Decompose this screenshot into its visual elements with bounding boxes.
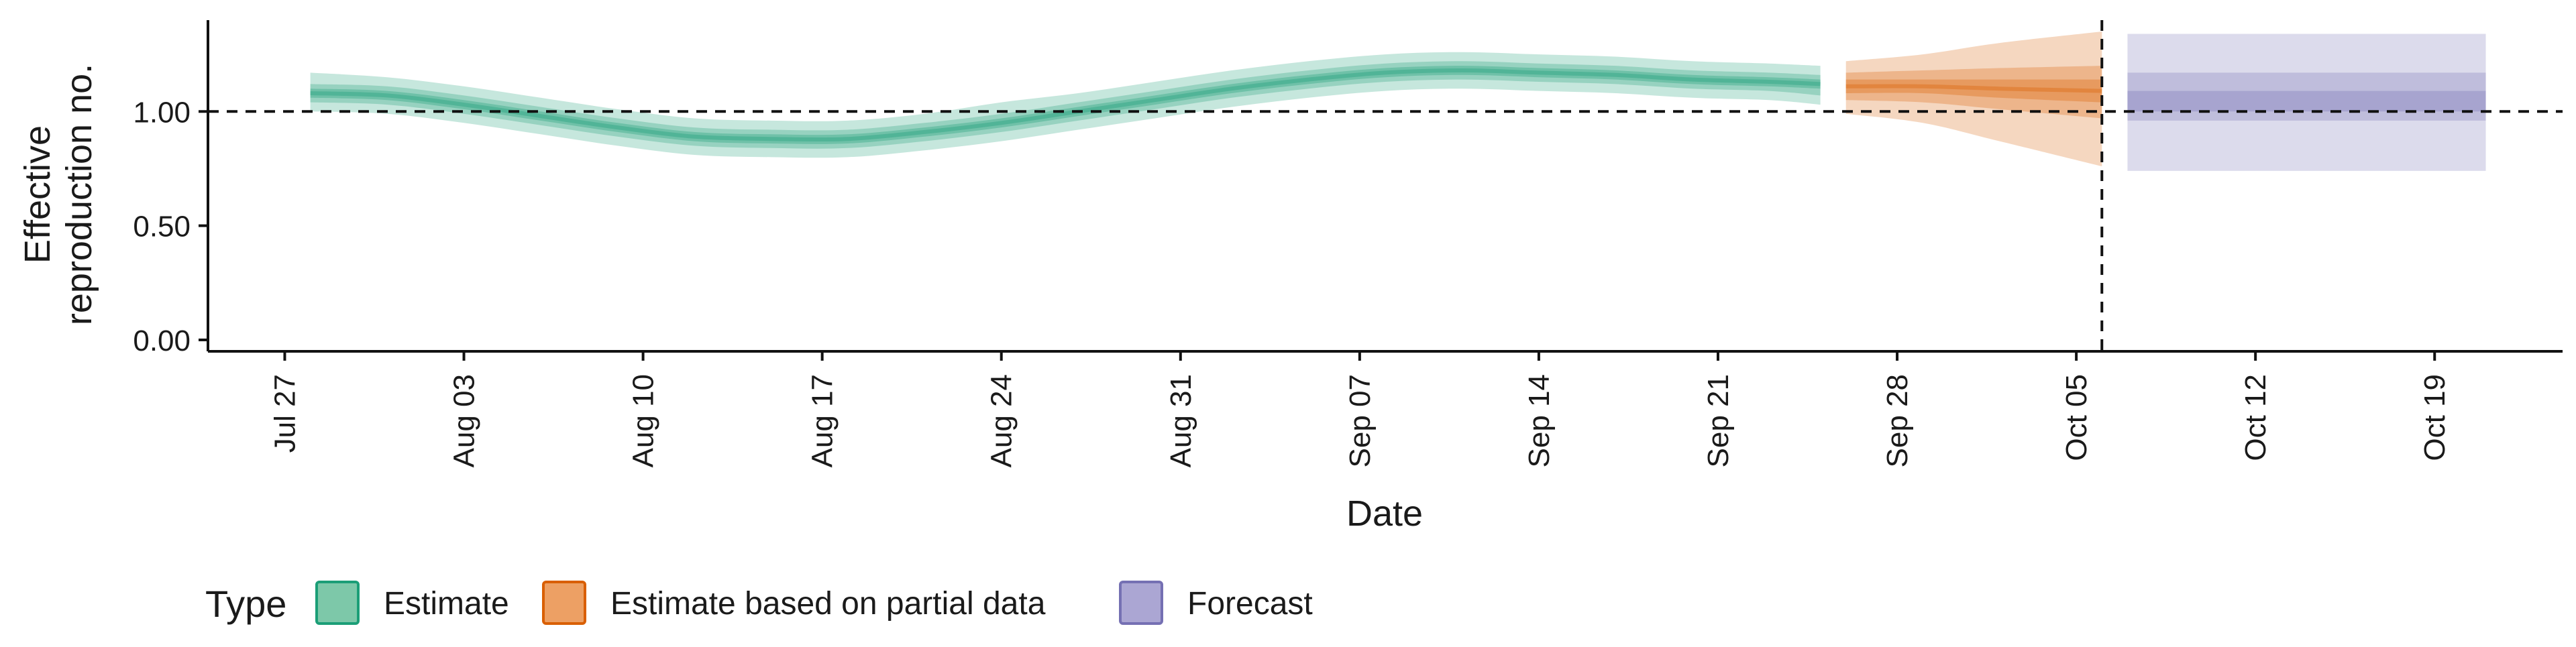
x-tick-label: Sep 21 bbox=[1702, 374, 1735, 467]
x-tick-label: Aug 03 bbox=[448, 374, 481, 467]
x-tick-label: Sep 07 bbox=[1344, 374, 1377, 467]
x-tick-label: Oct 12 bbox=[2239, 374, 2272, 461]
axes-layer: 0.00 0.50 1.00 Jul 27 Aug 03 Aug 10 Aug 17 Aug … bbox=[133, 20, 2563, 467]
forecast-band-50 bbox=[2127, 72, 2486, 121]
legend-label-estimate: Estimate bbox=[384, 586, 509, 622]
reference-line-layer bbox=[208, 20, 2563, 351]
legend-title: Type bbox=[205, 583, 286, 625]
x-tick-label: Aug 17 bbox=[806, 374, 839, 467]
y-tick-label: 1.00 bbox=[133, 96, 191, 129]
estimate-based-on-partial-data-median-line bbox=[1845, 84, 2102, 93]
y-tick-label: 0.00 bbox=[133, 325, 191, 357]
y-axis-title-line-1: Effective bbox=[17, 125, 58, 263]
forecast-band-90 bbox=[2127, 34, 2486, 171]
legend-key-partial bbox=[542, 581, 586, 625]
x-axis-title: Date bbox=[1346, 493, 1423, 534]
legend-label-partial: Estimate based on partial data bbox=[610, 586, 1046, 622]
y-tick-label: 0.50 bbox=[133, 211, 191, 243]
legend: Type Estimate Estimate based on partial … bbox=[205, 581, 1313, 625]
x-tick-label: Sep 14 bbox=[1523, 374, 1556, 467]
x-tick-label: Aug 24 bbox=[985, 374, 1018, 467]
estimate-band-90 bbox=[310, 52, 1821, 158]
estimate-based-on-partial-data-band-50 bbox=[1845, 66, 2102, 119]
estimate-based-on-partial-data-band-90 bbox=[1845, 32, 2102, 166]
forecast-band-20 bbox=[2127, 91, 2486, 112]
x-tick-label: Aug 10 bbox=[627, 374, 660, 467]
x-tick-label: Sep 28 bbox=[1881, 374, 1914, 467]
legend-key-forecast bbox=[1119, 581, 1163, 625]
x-tick-label: Oct 05 bbox=[2060, 374, 2093, 461]
estimate-based-on-partial-data-band-20 bbox=[1845, 79, 2102, 103]
legend-label-forecast: Forecast bbox=[1187, 586, 1313, 622]
y-axis-title-line-2: reproduction no. bbox=[59, 64, 99, 325]
estimate-band-50 bbox=[310, 61, 1821, 149]
ribbon-layer bbox=[310, 32, 2486, 171]
x-tick-label: Jul 27 bbox=[268, 374, 301, 453]
legend-key-estimate bbox=[315, 581, 360, 625]
x-tick-label: Aug 31 bbox=[1165, 374, 1197, 467]
x-tick-label: Oct 19 bbox=[2418, 374, 2451, 461]
